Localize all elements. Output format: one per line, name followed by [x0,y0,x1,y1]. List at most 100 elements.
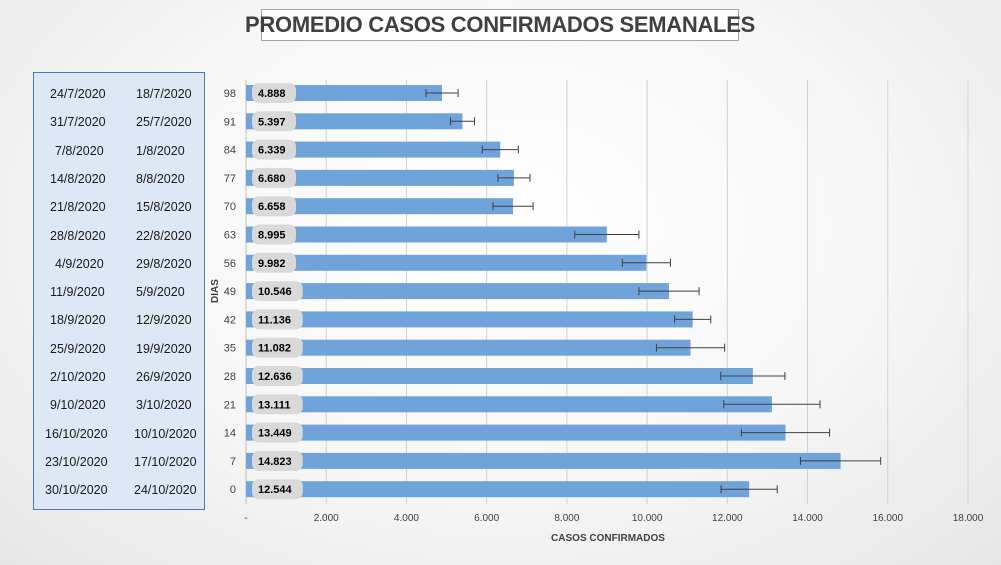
bar [246,311,693,328]
week-start-date: 15/8/2020 [136,200,192,215]
error-bars [425,89,882,494]
x-tick-label: 10.000 [632,513,663,524]
date-range-table: 24/7/2020 18/7/2020 31/7/2020 25/7/2020 7/8/… [33,72,205,510]
week-end-date: 21/8/2020 [50,200,106,215]
y-tick-label: 84 [224,145,236,157]
y-tick-label: 49 [224,286,236,298]
x-tick-label: 18.000 [953,513,984,524]
y-tick-label: 70 [224,201,236,213]
data-label-bg [252,167,296,188]
x-tick-label: 16.000 [872,513,903,524]
data-label: 5.397 [258,116,286,128]
week-start-date: 1/8/2020 [136,143,185,158]
week-end-date: 9/10/2020 [50,398,106,413]
week-start-date: 26/9/2020 [136,370,192,384]
data-label-bg [252,224,296,245]
x-tick-label: 4.000 [394,513,419,524]
y-tick-label: 91 [224,116,236,128]
bar [246,198,514,215]
data-label: 12.544 [258,484,293,496]
y-tick-label: 14 [224,428,236,440]
week-start-date: 3/10/2020 [136,398,192,413]
data-labels: 4.888 5.397 6.339 6.680 6.658 8.995 9.982 10.54… [252,83,303,500]
data-label-bg [252,394,303,415]
week-end-date: 31/7/2020 [50,115,106,130]
data-label-bg [252,309,303,330]
data-label: 6.680 [258,173,286,185]
week-end-date: 16/10/2020 [45,426,108,441]
data-label: 10.546 [258,286,292,298]
y-tick-label: 77 [224,173,236,185]
data-label: 6.658 [258,201,286,213]
y-tick-label: 7 [230,456,236,468]
x-tick-label: 2.000 [314,513,339,524]
y-tick-label: 98 [224,88,236,100]
data-label: 9.982 [258,258,286,270]
bars [246,85,841,498]
data-label: 11.082 [258,343,291,355]
week-start-date: 17/10/2020 [134,454,197,469]
y-tick-label: 21 [224,399,236,411]
data-label: 13.111 [258,399,290,411]
data-label-bg [252,422,303,443]
x-axis-title: CASOS CONFIRMADOS [551,533,665,544]
data-label-bg [252,479,303,500]
y-tick-label: 56 [224,258,236,270]
week-start-date: 29/8/2020 [136,256,192,271]
week-start-date: 19/9/2020 [136,341,192,356]
week-end-date: 25/9/2020 [50,341,106,356]
bar [246,254,647,271]
data-label: 14.823 [258,456,292,468]
week-start-date: 5/9/2020 [136,285,185,300]
bar [246,481,750,498]
week-start-date: 10/10/2020 [134,426,197,441]
week-end-date: 14/8/2020 [50,171,106,186]
week-start-date: 12/9/2020 [136,313,192,328]
week-end-date: 28/8/2020 [50,228,106,243]
x-tick-label: 8.000 [554,513,579,524]
data-label-bg [252,337,303,358]
data-label: 11.136 [258,314,291,326]
y-tick-label: 28 [224,371,236,383]
week-start-date: 25/7/2020 [136,115,192,130]
x-tick-label: 14.000 [792,513,823,524]
bar [246,226,607,243]
y-tick-label: 42 [224,314,236,326]
bar [246,113,463,130]
data-label: 4.888 [258,88,286,100]
bar [246,368,753,384]
data-label-bg [252,111,296,132]
bar [246,169,514,186]
week-start-date: 18/7/2020 [136,87,192,101]
y-axis-title: DIAS [210,279,221,303]
data-label: 8.995 [258,230,286,242]
data-label: 13.449 [258,428,292,440]
bar [246,396,772,413]
y-tick-label: 0 [230,484,236,496]
week-end-date: 2/10/2020 [50,370,106,384]
bar [246,424,786,441]
week-start-date: 8/8/2020 [136,171,185,186]
week-end-date: 23/10/2020 [45,454,108,469]
y-tick-label: 35 [224,343,236,355]
week-start-date: 24/10/2020 [134,483,197,498]
data-label-bg [252,252,296,273]
x-tick-label: 12.000 [712,513,743,524]
week-end-date: 11/9/2020 [50,285,105,300]
data-label-bg [252,196,296,217]
week-start-date: 22/8/2020 [136,228,192,243]
x-tick-label: - [244,513,247,524]
data-label-bg [252,366,303,386]
week-end-date: 18/9/2020 [50,313,106,328]
chart-title: PROMEDIO CASOS CONFIRMADOS SEMANALES [245,9,755,41]
data-label-bg [252,281,303,302]
week-end-date: 24/7/2020 [50,87,106,101]
bar [246,339,691,356]
y-tick-label: 63 [224,230,236,242]
week-end-date: 4/9/2020 [55,256,104,271]
data-label-bg [252,139,296,160]
week-end-date: 30/10/2020 [45,483,108,498]
x-tick-label: 6.000 [474,513,499,524]
bar [246,452,841,469]
